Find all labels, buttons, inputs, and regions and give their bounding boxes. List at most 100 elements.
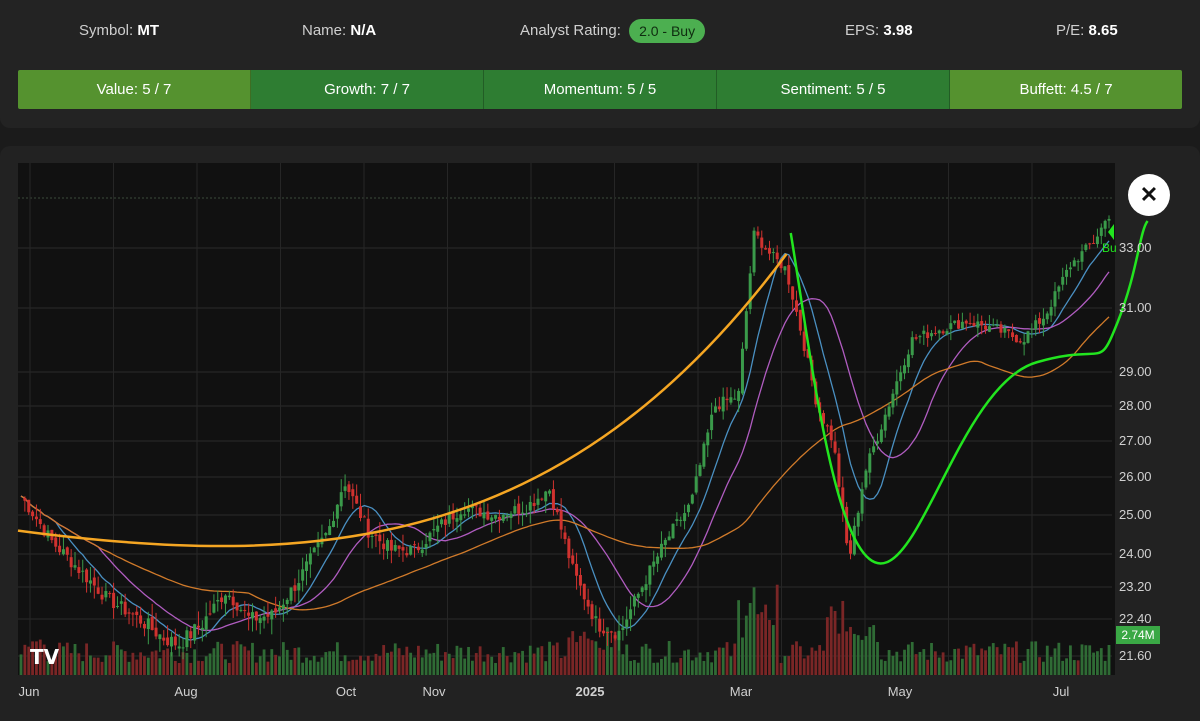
volume-bar [459, 647, 463, 675]
volume-bar [170, 652, 173, 675]
candle-body [81, 570, 85, 572]
candle-body [849, 540, 853, 554]
candle-body [316, 542, 320, 548]
volume-bar [987, 646, 991, 675]
volume-bar [872, 625, 876, 675]
volume-bar [555, 642, 559, 675]
candle-body [459, 514, 463, 521]
candle-body [980, 321, 984, 326]
close-icon[interactable]: ✕ [1128, 174, 1170, 216]
volume-bar [1030, 641, 1034, 675]
candle-body [235, 602, 239, 611]
candle-body [690, 494, 694, 504]
volume-bar [602, 649, 605, 675]
volume-bar [945, 661, 949, 675]
volume-bar [1084, 645, 1088, 675]
candle-body [733, 398, 737, 400]
candle-body [378, 534, 382, 542]
volume-bar [984, 650, 987, 675]
volume-bar [1003, 643, 1007, 675]
candle-body [740, 348, 744, 394]
candle-body [104, 590, 108, 598]
volume-bar [941, 652, 945, 675]
volume-bar [359, 655, 362, 675]
name-value: N/A [350, 22, 377, 39]
volume-bar [135, 659, 139, 675]
volume-bar [729, 656, 733, 675]
candle-body [266, 613, 270, 617]
candle-body [895, 381, 899, 395]
candle-body [706, 432, 710, 446]
candle-body [370, 535, 374, 537]
candle-body [146, 618, 150, 630]
volume-bar [521, 650, 524, 675]
volume-bar [112, 641, 115, 675]
volume-bar [467, 646, 470, 675]
candle-body [829, 425, 833, 441]
candle-body [1045, 313, 1049, 320]
volume-bar [960, 658, 964, 675]
pe-label: P/E: [1056, 22, 1085, 39]
volume-bar [81, 661, 85, 675]
candle-body [1076, 261, 1080, 263]
candle-body [744, 311, 748, 349]
volume-bar [305, 657, 308, 675]
volume-bar [347, 661, 351, 675]
volume-badge-text: 2.74M [1121, 628, 1154, 642]
volume-bar [471, 660, 474, 675]
candle-body [775, 252, 779, 260]
candle-body [686, 504, 690, 513]
candle-body [1049, 307, 1053, 316]
candle-body [490, 517, 494, 521]
x-tick-label: May [888, 684, 913, 699]
candle-body [590, 604, 594, 619]
candle-body [478, 507, 482, 517]
volume-badge: 2.74M [1116, 626, 1160, 644]
volume-bar [517, 653, 521, 675]
candle-body [351, 489, 355, 497]
candle-body [416, 546, 420, 551]
volume-bar [416, 645, 420, 675]
volume-bar [46, 661, 50, 675]
candle-body [663, 539, 667, 546]
score-growth: Growth: 7 / 7 [251, 70, 484, 109]
candlesticks [23, 215, 1111, 660]
candle-body [671, 523, 675, 539]
candle-body [879, 429, 883, 443]
candle-body [1095, 236, 1099, 245]
candle-body [937, 330, 941, 334]
volume-bar [397, 648, 401, 675]
volume-bar [189, 662, 193, 675]
candle-body [1099, 227, 1103, 236]
y-tick-label: 28.00 [1119, 398, 1152, 413]
candle-body [729, 397, 733, 403]
plot-background [18, 163, 1115, 675]
candle-body [131, 613, 135, 615]
candle-body [910, 337, 914, 356]
volume-bar [23, 644, 27, 675]
volume-bar [710, 662, 714, 675]
candle-body [791, 286, 795, 300]
candle-body [764, 248, 768, 250]
volume-bar [903, 649, 906, 675]
volume-bar [640, 646, 644, 675]
candle-body [1007, 329, 1011, 332]
candle-body [413, 544, 417, 546]
volume-bar [1088, 645, 1092, 675]
candle-body [860, 489, 864, 514]
volume-bar [636, 662, 640, 675]
volume-bar [559, 657, 563, 675]
eps-stat: EPS: 3.98 [845, 18, 913, 44]
volume-bar [19, 654, 23, 675]
volume-bar [289, 659, 293, 675]
volume-bar [235, 641, 239, 675]
volume-bar [1069, 645, 1072, 675]
volume-bar [62, 646, 65, 675]
volume-bar [355, 659, 359, 675]
candle-body [563, 532, 567, 540]
volume-bar [451, 658, 455, 675]
candle-body [88, 580, 92, 584]
candle-body [532, 502, 536, 507]
volume-bar [146, 657, 150, 675]
